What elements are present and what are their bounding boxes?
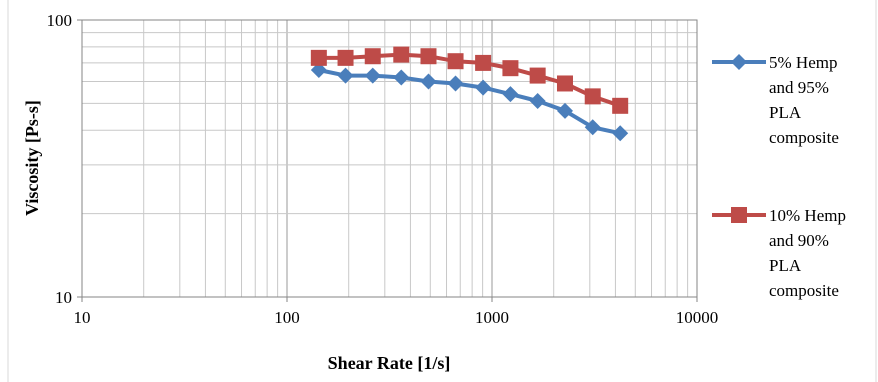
data-point [393,46,410,63]
legend-item-2: 10% Hemp and 90% PLA composite [712,206,846,300]
data-point [556,75,573,92]
data-point [393,69,410,86]
grid [82,20,697,297]
y-axis-title: Viscosity [Ps-s] [22,100,42,216]
data-point [529,67,546,84]
legend-label-line: composite [769,128,839,147]
data-point [475,79,492,96]
data-point [584,88,601,105]
data-point [420,73,437,90]
x-axis-title: Shear Rate [1/s] [328,353,451,373]
data-point [502,60,519,77]
data-point [420,48,437,65]
series-layer [310,46,629,142]
data-point [447,53,464,70]
data-point [612,97,629,114]
legend-label-line: PLA [769,256,802,275]
data-point [310,49,327,66]
x-axis-ticks: 10 100 1000 10000 [74,297,719,327]
data-point [337,49,354,66]
data-point [529,93,546,110]
legend-marker [731,207,747,223]
data-point [502,86,519,103]
data-point [364,48,381,65]
legend-label-line: 10% Hemp [769,206,846,225]
legend-label-line: 5% Hemp [769,53,837,72]
data-point [364,67,381,84]
y-tick-label: 100 [47,11,73,30]
data-point [584,119,601,136]
legend-label-line: and 90% [769,231,829,250]
data-point [310,61,327,78]
x-tick-label: 1000 [475,308,509,327]
legend-label-line: composite [769,281,839,300]
x-tick-label: 100 [274,308,300,327]
series-1 [310,61,629,142]
x-tick-label: 10000 [676,308,719,327]
legend-item-1: 5% Hemp and 95% PLA composite [712,53,839,147]
data-point [337,67,354,84]
data-point [447,75,464,92]
legend: 5% Hemp and 95% PLA composite 10% Hemp and 90… [712,53,846,300]
plot-area-border [81,19,698,298]
data-point [612,125,629,142]
legend-marker [731,54,747,70]
y-axis-ticks: 10 100 [47,11,82,307]
series-2 [310,46,629,114]
y-tick-label: 10 [55,288,72,307]
x-tick-label: 10 [74,308,91,327]
data-point [556,102,573,119]
legend-label-line: PLA [769,103,802,122]
data-point [475,54,492,71]
legend-label-line: and 95% [769,78,829,97]
